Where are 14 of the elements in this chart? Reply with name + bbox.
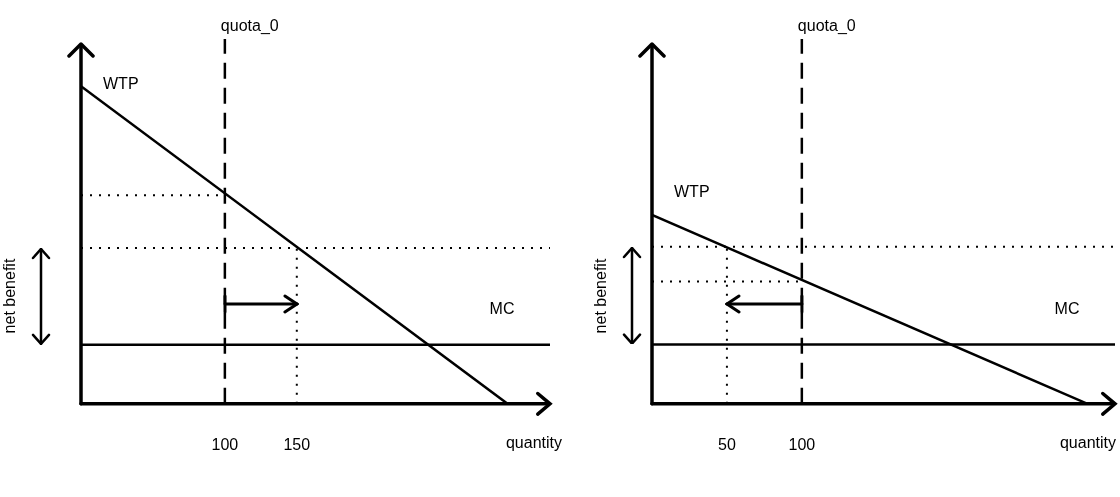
x-tick-label: 100: [788, 435, 816, 453]
x-axis-title: quantity: [505, 434, 562, 452]
y-axis-title: net benefit: [592, 257, 610, 336]
x-tick-label: 150: [283, 435, 311, 453]
ref-line-label: quota_0: [220, 17, 279, 36]
series-label: MC: [489, 300, 515, 318]
ref-line-label: quota_0: [797, 17, 856, 36]
x-tick-label: 100: [211, 435, 239, 453]
series-label: WTP: [674, 183, 710, 201]
y-axis-title: net benefit: [1, 257, 19, 336]
series-label: WTP: [103, 74, 139, 92]
x-tick-label: 50: [718, 435, 736, 453]
series-label: MC: [1054, 299, 1080, 317]
x-axis-title: quantity: [1059, 434, 1116, 452]
